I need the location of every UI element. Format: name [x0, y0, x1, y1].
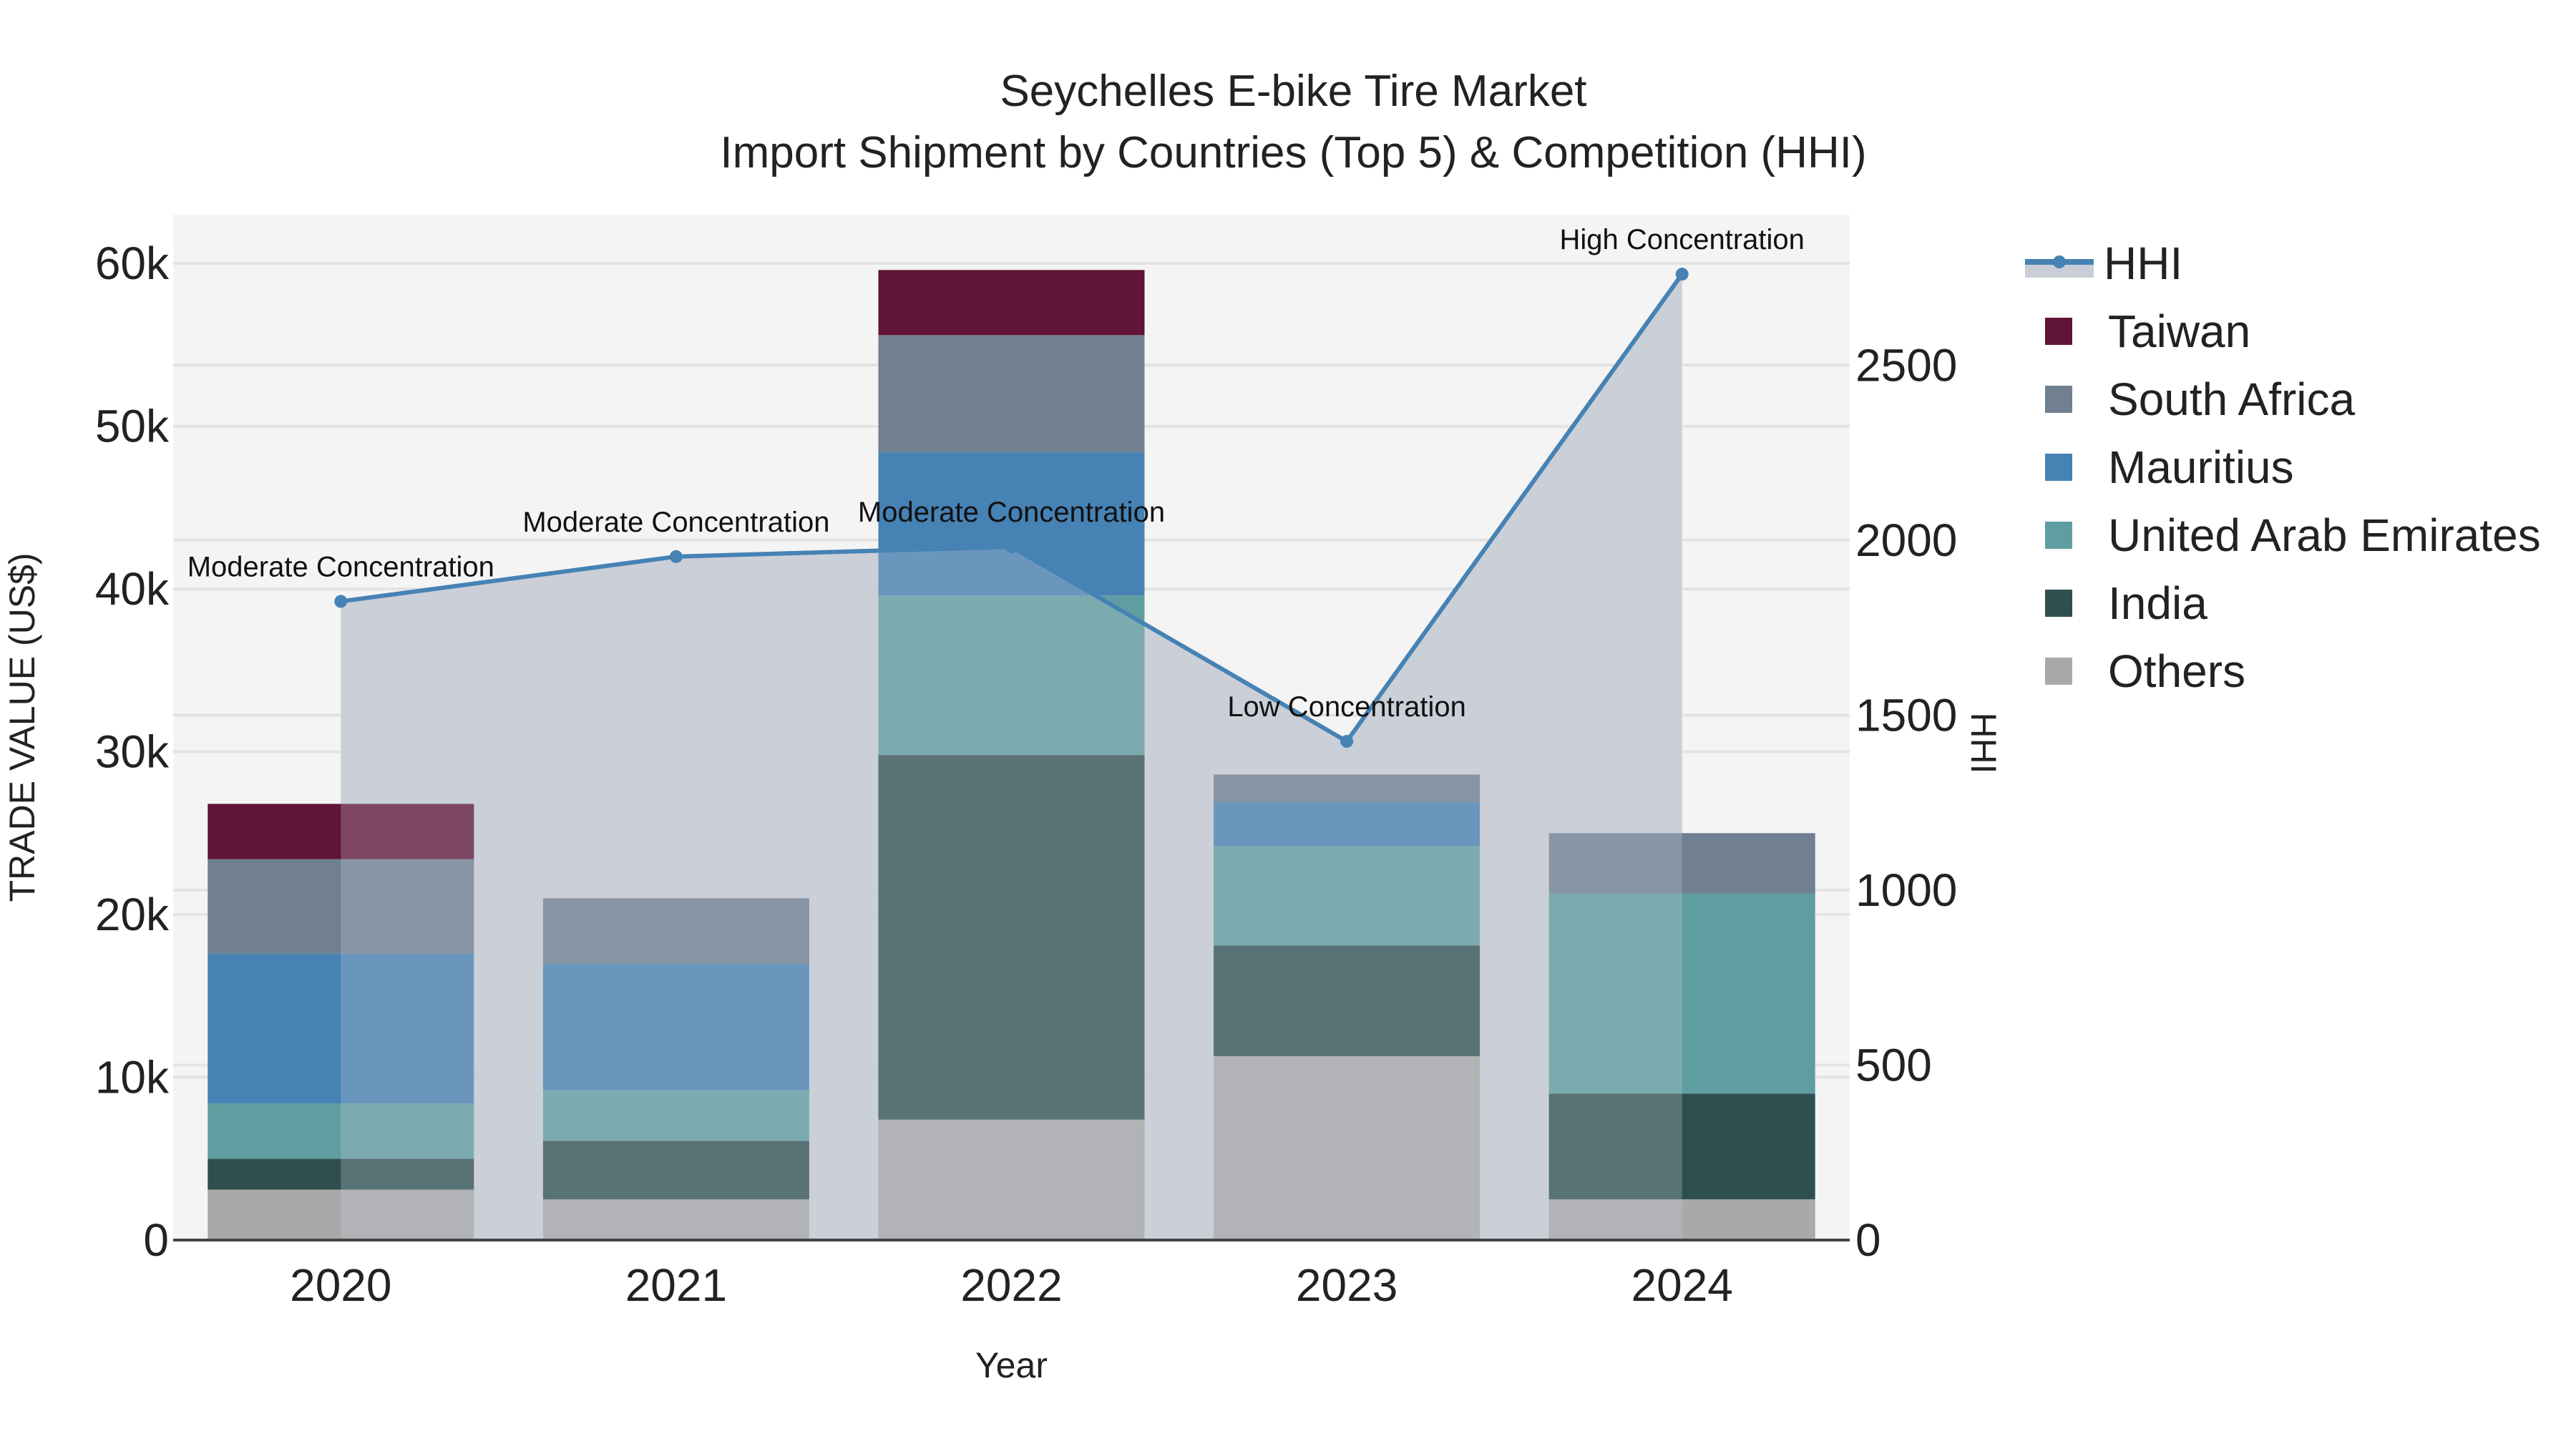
- color-swatch-icon: [2045, 453, 2072, 481]
- bar-segment[interactable]: [208, 804, 474, 859]
- svg-text:30k: 30k: [95, 726, 170, 778]
- bar-segment[interactable]: [1214, 802, 1480, 847]
- svg-text:50k: 50k: [95, 401, 170, 452]
- legend: HHI Taiwan South Africa Mauritius United…: [2025, 229, 2541, 705]
- bar-segment[interactable]: [1214, 774, 1480, 803]
- svg-text:2024: 2024: [1631, 1259, 1733, 1311]
- svg-text:2500: 2500: [1855, 339, 1957, 391]
- svg-text:Moderate Concentration: Moderate Concentration: [187, 551, 494, 582]
- svg-text:0: 0: [1855, 1214, 1881, 1266]
- hhi-point-marker[interactable]: [669, 550, 683, 563]
- bar-segment[interactable]: [208, 1189, 474, 1240]
- svg-text:40k: 40k: [95, 563, 170, 615]
- bar-segment[interactable]: [1548, 833, 1815, 894]
- legend-item-south-africa[interactable]: South Africa: [2025, 365, 2541, 433]
- bar-segment[interactable]: [878, 755, 1145, 1120]
- bar-segment[interactable]: [208, 1103, 474, 1159]
- bar-segment[interactable]: [208, 859, 474, 954]
- color-swatch-icon: [2045, 589, 2072, 617]
- bar-segment[interactable]: [878, 270, 1145, 336]
- legend-label: Others: [2108, 645, 2246, 697]
- hhi-point-marker[interactable]: [1675, 268, 1689, 281]
- hhi-point-marker[interactable]: [1340, 735, 1354, 748]
- bar-segment[interactable]: [208, 953, 474, 1103]
- bar-segment[interactable]: [878, 1119, 1145, 1240]
- bar-segment[interactable]: [542, 898, 809, 964]
- legend-label: South Africa: [2108, 373, 2356, 425]
- svg-text:10k: 10k: [95, 1052, 170, 1103]
- svg-text:Low Concentration: Low Concentration: [1227, 691, 1466, 723]
- legend-item-india[interactable]: India: [2025, 569, 2541, 637]
- svg-text:2000: 2000: [1855, 514, 1957, 566]
- bar-segment[interactable]: [1548, 893, 1815, 1094]
- hhi-point-marker[interactable]: [334, 595, 348, 608]
- bar-segment[interactable]: [878, 595, 1145, 756]
- hhi-annotations: Moderate Concentration Moderate Concentra…: [187, 224, 1805, 723]
- hhi-line: [334, 268, 1689, 748]
- legend-label: United Arab Emirates: [2108, 509, 2541, 561]
- hhi-area-overlay: [341, 274, 1682, 1241]
- svg-text:2022: 2022: [960, 1259, 1062, 1311]
- legend-item-hhi[interactable]: HHI: [2025, 229, 2541, 297]
- color-swatch-icon: [2045, 385, 2072, 413]
- legend-label: HHI: [2104, 237, 2183, 289]
- svg-text:2020: 2020: [290, 1259, 391, 1311]
- svg-text:2023: 2023: [1296, 1259, 1397, 1311]
- svg-text:500: 500: [1855, 1039, 1932, 1091]
- legend-item-mauritius[interactable]: Mauritius: [2025, 433, 2541, 501]
- legend-label: Taiwan: [2108, 305, 2251, 357]
- svg-text:Moderate Concentration: Moderate Concentration: [858, 497, 1165, 528]
- bar-segment[interactable]: [542, 1141, 809, 1200]
- bar-segment[interactable]: [208, 1158, 474, 1190]
- svg-text:2021: 2021: [625, 1259, 727, 1311]
- legend-item-taiwan[interactable]: Taiwan: [2025, 297, 2541, 365]
- hhi-point-marker[interactable]: [1005, 540, 1018, 554]
- svg-text:0: 0: [143, 1214, 169, 1266]
- bar-segment[interactable]: [1548, 1199, 1815, 1240]
- stacked-bars: [208, 270, 1815, 1240]
- svg-text:Moderate Concentration: Moderate Concentration: [522, 507, 829, 538]
- line-marker-icon: [2025, 255, 2094, 278]
- svg-text:High Concentration: High Concentration: [1559, 224, 1804, 255]
- bar-segment[interactable]: [1214, 846, 1480, 946]
- bar-segment[interactable]: [878, 452, 1145, 596]
- bar-segment[interactable]: [542, 963, 809, 1091]
- legend-item-others[interactable]: Others: [2025, 637, 2541, 705]
- svg-text:1000: 1000: [1855, 864, 1957, 916]
- bar-segment[interactable]: [1214, 945, 1480, 1056]
- color-swatch-icon: [2045, 521, 2072, 549]
- bar-segment[interactable]: [878, 335, 1145, 453]
- chart-title-line2: Import Shipment by Countries (Top 5) & C…: [720, 128, 1867, 177]
- svg-text:1500: 1500: [1855, 689, 1957, 741]
- chart-title-line1: Seychelles E-bike Tire Market: [1000, 67, 1587, 116]
- svg-text:20k: 20k: [95, 889, 170, 940]
- svg-text:Year: Year: [975, 1345, 1048, 1385]
- bar-segment[interactable]: [1548, 1093, 1815, 1200]
- legend-item-uae[interactable]: United Arab Emirates: [2025, 501, 2541, 569]
- svg-text:TRADE VALUE (US$): TRADE VALUE (US$): [2, 552, 42, 902]
- legend-label: Mauritius: [2108, 441, 2294, 493]
- axes: 2020 2021 2022 2023 2024 0 10k 20k 30k 40k 50k 60k 0…: [2, 238, 2004, 1385]
- bar-segment[interactable]: [542, 1090, 809, 1141]
- bar-segment[interactable]: [1214, 1055, 1480, 1240]
- legend-label: India: [2108, 577, 2207, 629]
- bar-segment[interactable]: [542, 1199, 809, 1240]
- color-swatch-icon: [2045, 657, 2072, 685]
- color-swatch-icon: [2045, 317, 2072, 345]
- svg-text:HHI: HHI: [1963, 712, 2004, 774]
- svg-text:60k: 60k: [95, 238, 170, 289]
